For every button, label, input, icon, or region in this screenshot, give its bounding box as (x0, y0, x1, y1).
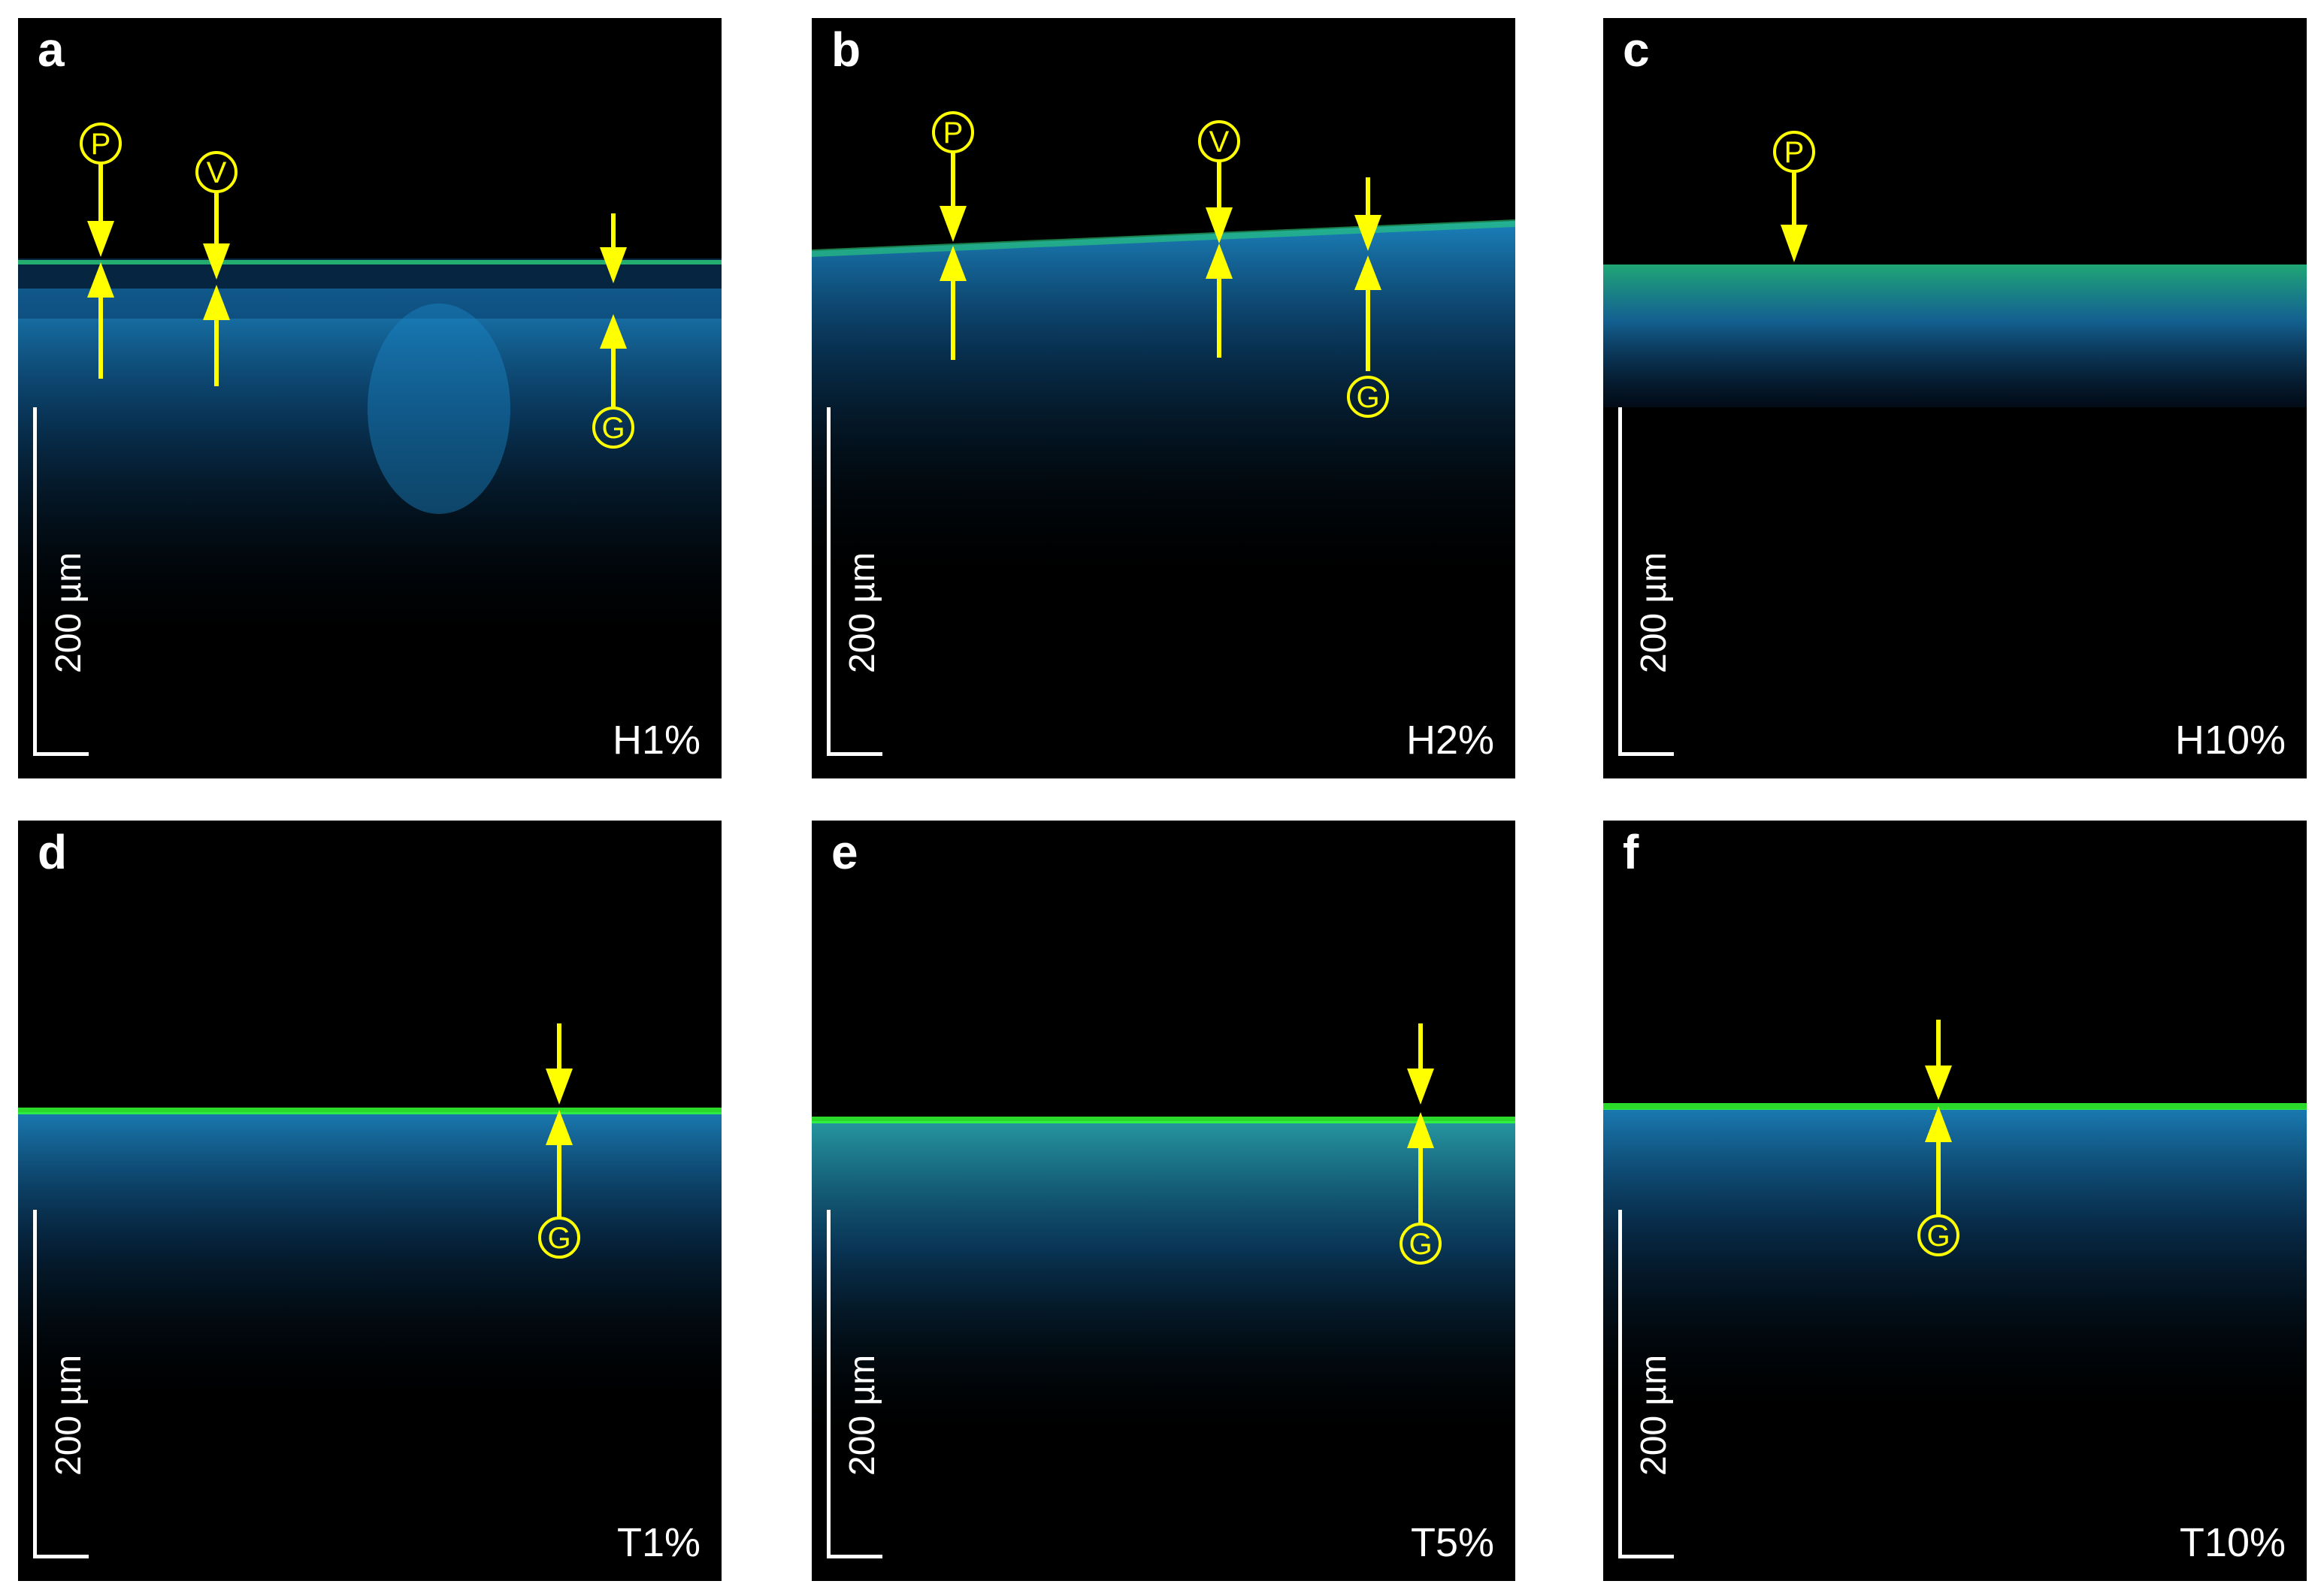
panel-letter: b (831, 23, 861, 77)
panel-c: P c 200 µm H10% (1603, 18, 2307, 778)
scale-bar (827, 1210, 882, 1558)
panel-letter: c (1623, 23, 1650, 77)
scale-bar (1618, 1210, 1674, 1558)
scale-bar (827, 407, 882, 756)
condition-label: H10% (2174, 718, 2286, 763)
marker-v-label: V (207, 156, 227, 189)
oct-image-e (812, 1117, 1515, 1444)
scale-bar-label: 200 µm (49, 1354, 89, 1476)
scale-bar (33, 407, 89, 756)
marker-g-label: G (1409, 1228, 1432, 1261)
condition-label: T10% (2179, 1520, 2286, 1565)
panel-b: P V G b 200 µm H2% (812, 18, 1515, 778)
marker-g-label: G (547, 1222, 570, 1255)
annotations-f: G (1917, 1020, 1959, 1256)
panel-letter: f (1623, 825, 1639, 879)
annotations-b: P V G (932, 111, 1389, 418)
panel-letter: e (831, 825, 858, 879)
annotations-d: G (538, 1023, 580, 1259)
marker-g-label: G (601, 412, 625, 445)
annotations-e: G (1400, 1023, 1442, 1265)
scale-bar-label: 200 µm (1634, 1354, 1674, 1476)
marker-g-label: G (1926, 1220, 1950, 1253)
marker-g-circle (592, 407, 634, 449)
condition-label: H2% (1406, 718, 1494, 763)
oct-image-b (812, 219, 1515, 589)
panel-letter: a (38, 23, 65, 77)
oct-image-c (1603, 264, 2307, 407)
panel-letter: d (38, 825, 68, 879)
scale-bar-label: 200 µm (843, 1354, 882, 1476)
panel-a: P V G a 200 µm H1% (18, 18, 722, 778)
scale-bar-label: 200 µm (1634, 552, 1674, 673)
condition-label: T1% (616, 1520, 701, 1565)
panel-f: G f 200 µm T10% (1603, 821, 2307, 1581)
scale-bar-label: 200 µm (49, 552, 89, 673)
marker-g-label: G (1356, 381, 1379, 414)
condition-label: H1% (612, 718, 701, 763)
annotations-a: P V G (80, 122, 634, 449)
marker-v-label: V (1209, 125, 1230, 159)
scale-bar (33, 1210, 89, 1558)
panel-d: G d 200 µm T1% (18, 821, 722, 1581)
oct-image-f (1603, 1103, 2307, 1425)
scale-bar (1618, 407, 1674, 756)
panel-e: G e 200 µm T5% (812, 821, 1515, 1581)
marker-p-label: P (1784, 136, 1805, 169)
annotations-c: P (1773, 131, 1815, 262)
marker-p-label: P (91, 128, 111, 161)
condition-label: T5% (1410, 1520, 1494, 1565)
scale-bar-label: 200 µm (843, 552, 882, 673)
oct-image-d (18, 1108, 722, 1413)
marker-p-label: P (943, 116, 964, 150)
